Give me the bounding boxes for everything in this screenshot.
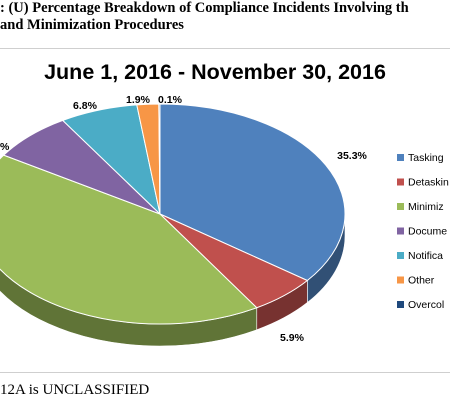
legend-swatch-tasking — [397, 154, 404, 161]
legend-label-other: Other — [408, 275, 435, 287]
pie-labels: 35.3% 5.9% 6.8% 1.9% 0.1%% — [0, 94, 368, 344]
legend-label-minimiz: Minimiz — [408, 201, 444, 213]
legend-swatch-other — [397, 276, 404, 284]
data-label-overcol: 0.1% — [158, 94, 183, 106]
document-heading: : (U) Percentage Breakdown of Compliance… — [0, 0, 450, 34]
legend: Tasking Detaskin Minimiz Docume Notifica Othe… — [397, 152, 449, 311]
heading-line-2: and Minimization Procedures — [0, 17, 184, 33]
data-label-other: 1.9% — [126, 94, 151, 106]
legend-swatch-detaskin — [397, 178, 404, 186]
pie-slice-minimiz — [0, 154, 258, 325]
pie-slice-overcol — [158, 103, 161, 215]
data-label-notifica: 6.8% — [73, 100, 98, 112]
legend-label-tasking: Tasking — [408, 152, 444, 164]
legend-swatch-minimiz — [397, 203, 404, 210]
pie-chart: June 1, 2016 - November 30, 2016 35.3% 5.… — [0, 60, 449, 347]
legend-label-notifica: Notifica — [408, 250, 443, 262]
partial-data-label: % — [0, 141, 10, 153]
pie-slice-tasking — [159, 103, 346, 282]
legend-label-docume: Docume — [408, 226, 447, 238]
legend-swatch-overcol — [397, 301, 404, 308]
legend-swatch-notifica — [397, 252, 404, 259]
data-label-tasking: 35.3% — [337, 150, 367, 162]
chart-title: June 1, 2016 - November 30, 2016 — [44, 60, 386, 84]
heading-line-1: : (U) Percentage Breakdown of Compliance… — [0, 0, 409, 16]
pie-slices — [0, 103, 346, 325]
legend-swatch-docume — [397, 227, 404, 235]
classification-footer: 12A is UNCLASSIFIED — [0, 382, 150, 398]
data-label-detaskin: 5.9% — [280, 332, 305, 344]
legend-label-detaskin: Detaskin — [408, 177, 449, 189]
legend-label-overcol: Overcol — [408, 299, 444, 311]
chart-frame: June 1, 2016 - November 30, 2016 35.3% 5.… — [0, 48, 450, 373]
